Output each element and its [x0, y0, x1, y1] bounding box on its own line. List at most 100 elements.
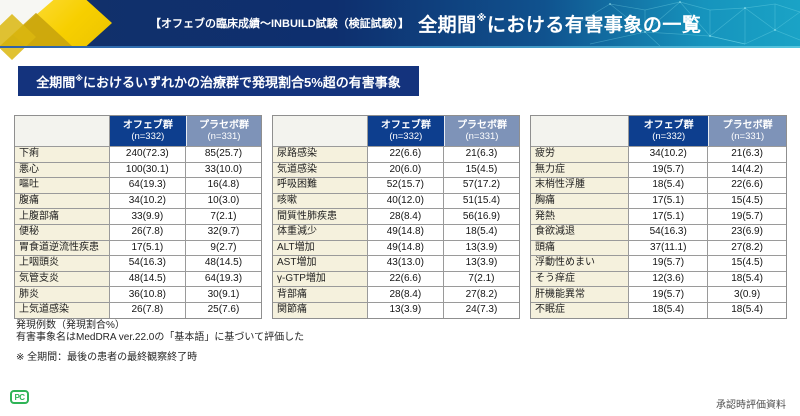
title-main: 全期間※における有害事象の一覧 [418, 13, 702, 36]
table-row: 頭痛 37(11.1) 27(8.2) [531, 239, 786, 256]
table-row: 咳嗽 40(12.0) 51(15.4) [273, 192, 519, 209]
adverse-event-name: 食欲減退 [531, 224, 630, 240]
table-row: 浮動性めまい 19(5.7) 15(4.5) [531, 255, 786, 271]
ofev-value-cell: 26(7.8) [110, 224, 186, 240]
table-row: 上咽頭炎 54(16.3) 48(14.5) [15, 255, 261, 271]
table-row: 末梢性浮腫 18(5.4) 22(6.6) [531, 177, 786, 193]
ofev-value-cell: 100(30.1) [110, 162, 186, 178]
placebo-value-cell: 10(3.0) [207, 195, 240, 207]
placebo-value-cell: 24(7.3) [465, 304, 498, 316]
table-row: 腹痛 34(10.2) 10(3.0) [15, 192, 261, 209]
placebo-value-cell: 56(16.9) [462, 210, 501, 222]
table-row: 間質性肺疾患 28(8.4) 56(16.9) [273, 208, 519, 224]
placebo-value-cell: 3(0.9) [734, 288, 761, 300]
placebo-value-cell: 48(14.5) [204, 257, 243, 269]
table-row: 上気道感染 26(7.8) 25(7.6) [15, 301, 261, 318]
table-row: そう痒症 12(3.6) 18(5.4) [531, 270, 786, 287]
adverse-event-name: γ-GTP増加 [273, 271, 368, 287]
placebo-column-header: プラセボ群 (n=331) [443, 116, 519, 146]
adverse-event-name: 疲労 [531, 147, 630, 162]
table-row: AST増加 43(13.0) 13(3.9) [273, 255, 519, 271]
placebo-value-cell: 85(25.7) [204, 148, 243, 160]
table-row: 不眠症 18(5.4) 18(5.4) [531, 301, 786, 318]
adverse-event-name: 腹痛 [15, 193, 110, 209]
placebo-value-cell: 7(2.1) [210, 210, 237, 222]
adverse-event-name: 頭痛 [531, 240, 630, 256]
ofev-value-cell: 34(10.2) [110, 193, 186, 209]
adverse-event-name: 便秘 [15, 224, 110, 240]
table-row: 肝機能異常 19(5.7) 3(0.9) [531, 286, 786, 302]
table-row: 嘔吐 64(19.3) 16(4.8) [15, 177, 261, 193]
table-row: 便秘 26(7.8) 32(9.7) [15, 223, 261, 240]
network-mesh-decoration [569, 1, 800, 46]
adverse-event-name: 呼吸困難 [273, 178, 368, 193]
table-row: 気道感染 20(6.0) 15(4.5) [273, 161, 519, 178]
ofev-column-header: オフェブ群 (n=332) [629, 116, 709, 146]
table-row: 背部痛 28(8.4) 27(8.2) [273, 286, 519, 302]
table-row: γ-GTP増加 22(6.6) 7(2.1) [273, 270, 519, 287]
placebo-value-cell: 27(8.2) [465, 288, 498, 300]
adverse-event-name: 間質性肺疾患 [273, 209, 368, 224]
ofev-value-cell: 36(10.8) [110, 287, 186, 302]
table-row: 悪心 100(30.1) 33(10.0) [15, 161, 261, 178]
ofev-value-cell: 34(10.2) [629, 147, 709, 162]
placebo-column-header: プラセボ群 (n=331) [185, 116, 261, 146]
ofev-column-header: オフェブ群 (n=332) [109, 116, 186, 146]
adverse-event-name: 不眠症 [531, 302, 630, 318]
adverse-event-name: AST増加 [273, 256, 368, 271]
placebo-value-cell: 15(4.5) [465, 163, 498, 175]
table-header-row: オフェブ群 (n=332) プラセボ群 (n=331) [15, 116, 261, 146]
ofev-value-cell: 33(9.9) [110, 209, 186, 224]
ofev-column-header: オフェブ群 (n=332) [367, 116, 444, 146]
adverse-event-name: 下痢 [15, 147, 110, 162]
adverse-event-name: 上腹部痛 [15, 209, 110, 224]
placebo-value-cell: 27(8.2) [731, 241, 763, 253]
ofev-value-cell: 17(5.1) [629, 193, 709, 209]
adverse-event-name: 上気道感染 [15, 302, 110, 318]
placebo-column-header: プラセボ群 (n=331) [708, 116, 786, 146]
placebo-value-cell: 21(6.3) [731, 148, 763, 160]
footnote-count-format: 発現例数（発現割合%） [16, 320, 125, 331]
placebo-value-cell: 64(19.3) [204, 273, 243, 285]
ofev-value-cell: 19(5.7) [629, 287, 709, 302]
ofev-value-cell: 22(6.6) [368, 147, 444, 162]
adverse-event-name: 悪心 [15, 162, 110, 178]
ofev-value-cell: 49(14.8) [368, 224, 444, 240]
adverse-event-name: 肝機能異常 [531, 287, 630, 302]
placebo-value-cell: 23(6.9) [731, 226, 763, 238]
adverse-event-name: ALT増加 [273, 240, 368, 256]
ofev-value-cell: 43(13.0) [368, 256, 444, 271]
adverse-event-name: 上咽頭炎 [15, 256, 110, 271]
adverse-events-table-3: オフェブ群 (n=332) プラセボ群 (n=331) 疲労 34(10.2) 21… [530, 115, 787, 319]
ofev-value-cell: 12(3.6) [629, 271, 709, 287]
placebo-value-cell: 25(7.6) [207, 304, 240, 316]
page-title: 【オフェブの臨床成績〜INBUILD試験（検証試験）】 全期間※における有害事象… [150, 0, 790, 46]
footnote-period-definition: ※ 全期間：最後の患者の最終観察終了時 [16, 352, 198, 363]
adverse-events-table-2: オフェブ群 (n=332) プラセボ群 (n=331) 尿路感染 22(6.6) 2… [272, 115, 520, 319]
ofev-value-cell: 18(5.4) [629, 178, 709, 193]
placebo-value-cell: 30(9.1) [207, 288, 240, 300]
placebo-value-cell: 14(4.2) [731, 163, 763, 175]
placebo-value-cell: 13(3.9) [465, 257, 498, 269]
ofev-value-cell: 28(8.4) [368, 287, 444, 302]
placebo-value-cell: 22(6.6) [731, 179, 763, 191]
placebo-value-cell: 15(4.5) [731, 195, 763, 207]
adverse-event-name: 嘔吐 [15, 178, 110, 193]
placebo-value-cell: 16(4.8) [207, 179, 240, 191]
table-row: 発熱 17(5.1) 19(5.7) [531, 208, 786, 224]
table-row: 肺炎 36(10.8) 30(9.1) [15, 286, 261, 302]
corner-cell [15, 116, 110, 146]
adverse-event-name: 胃食道逆流性疾患 [15, 240, 110, 256]
table-row: 胸痛 17(5.1) 15(4.5) [531, 192, 786, 209]
corner-cell [273, 116, 368, 146]
table-row: 無力症 19(5.7) 14(4.2) [531, 161, 786, 178]
adverse-event-name: 無力症 [531, 162, 630, 178]
table-row: 尿路感染 22(6.6) 21(6.3) [273, 146, 519, 162]
adverse-event-name: 咳嗽 [273, 193, 368, 209]
placebo-value-cell: 51(15.4) [462, 195, 501, 207]
placebo-value-cell: 18(5.4) [731, 273, 763, 285]
table-row: ALT増加 49(14.8) 13(3.9) [273, 239, 519, 256]
ofev-value-cell: 40(12.0) [368, 193, 444, 209]
adverse-event-name: 浮動性めまい [531, 256, 630, 271]
adverse-event-name: 発熱 [531, 209, 630, 224]
